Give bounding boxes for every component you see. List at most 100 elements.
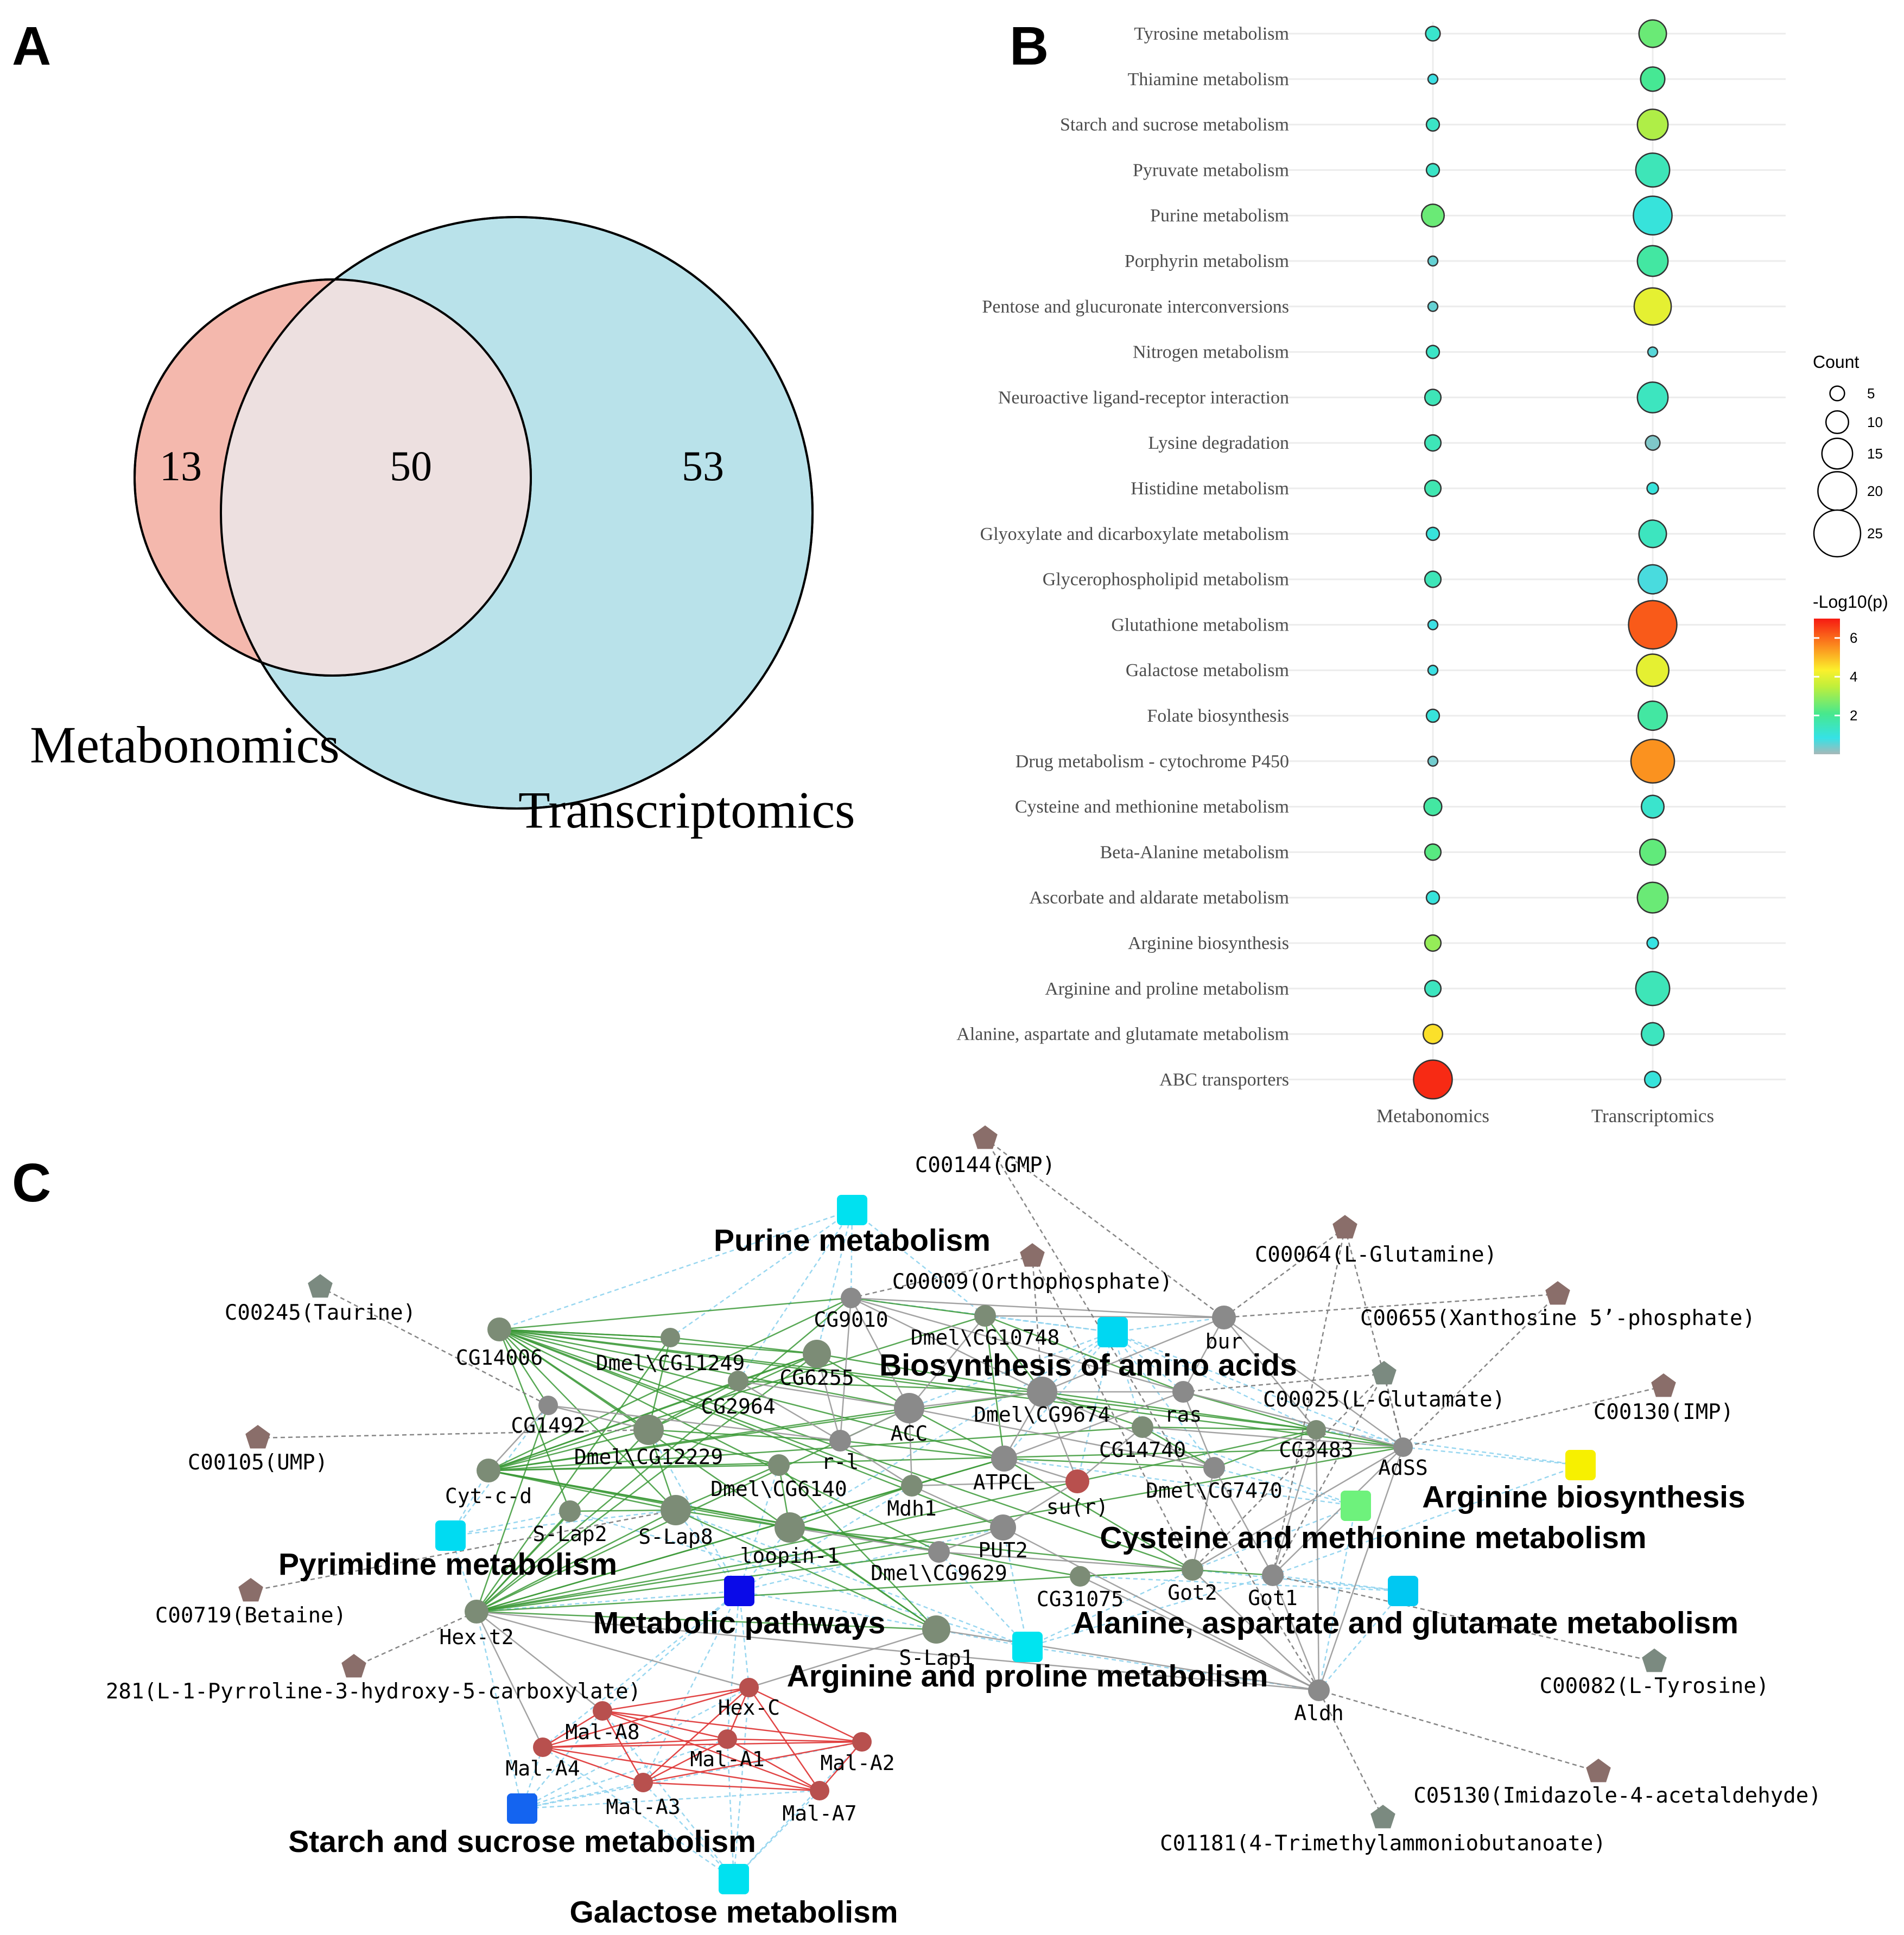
edge-gene-pathway [739,1590,937,1631]
edge-gene-gene [1002,1480,1078,1529]
pathway-label: Histidine metabolism [1131,479,1289,499]
size-legend-label: 5 [1867,385,1875,402]
edge-gene-pathway [1272,1574,1404,1592]
edge-gene-gene [542,1746,820,1792]
gene-node [728,1371,748,1391]
pathway-node-label: Alanine, aspartate and glutamate metabol… [1073,1606,1738,1640]
edge-gene-gene [851,1297,1043,1393]
edge-compound-gene [1223,1227,1346,1319]
edge-gene-pathway [522,1686,750,1810]
compound-node [1586,1759,1611,1783]
edge-gene-gene [1004,1457,1215,1469]
gene-node-label: Hex-t2 [439,1625,513,1649]
pathway-label: Lysine degradation [1148,433,1289,453]
gene-node-label: Dmel\CG12229 [574,1445,723,1469]
compound-node [1372,1361,1397,1385]
venn-count-only-metabonomics: 13 [160,442,202,489]
bubble-transcriptomics [1640,794,1665,819]
edge-gene-pathway [852,1210,986,1316]
edge-gene-gene [1080,1569,1193,1577]
edge-gene-pathway [1027,1574,1273,1648]
gene-node-label: Dmel\CG7470 [1146,1479,1283,1503]
gene-node [1065,1469,1089,1493]
gene-node [901,1475,923,1497]
bubble-metabonomics [1425,708,1440,723]
edge-gene-gene [1077,1427,1143,1482]
edge-compound-gene [1272,1227,1346,1576]
edge-gene-gene [675,1464,779,1511]
size-legend-circle [1821,437,1854,470]
gene-node [661,1495,691,1525]
edge-gene-pathway [738,1590,750,1688]
edge-gene-gene [1041,1391,1078,1482]
gene-node-label: r-l [822,1450,859,1474]
edge-gene-pathway [542,1746,734,1880]
edge-gene-gene [1182,1391,1215,1468]
venn-count-only-transcriptomics: 53 [682,442,724,489]
compound-node-label: C00719(Betaine) [155,1603,346,1628]
edge-gene-gene [499,1328,817,1355]
gene-node-label: loopin-1 [740,1544,839,1568]
panel-label-b: B [1010,16,1049,77]
edge-gene-gene [727,1738,862,1743]
compound-node-label: C00082(L-Tyrosine) [1540,1674,1769,1698]
gene-node-label: Dmel\CG6140 [710,1477,847,1501]
edge-gene-pathway [938,1551,1028,1647]
edge-gene-gene [789,1526,1193,1571]
edge-gene-gene [1192,1569,1273,1576]
pathway-label: Neuroactive ligand-receptor interaction [998,387,1289,408]
bubble-metabonomics [1425,345,1440,359]
network-nodes [238,1125,1676,1894]
pathway-label: Cysteine and methionine metabolism [1015,797,1289,817]
edge-gene-gene [475,1611,544,1748]
size-legend-label: 10 [1867,414,1883,430]
edge-gene-pathway [909,1331,1113,1409]
bubble-transcriptomics [1640,1022,1665,1046]
edge-gene-pathway [739,1527,790,1592]
bubble-metabonomics [1425,526,1440,541]
edge-gene-gene [643,1781,820,1792]
edge-gene-gene [1315,1429,1320,1691]
pathway-node [1097,1317,1128,1347]
edge-gene-gene [1223,1316,1404,1448]
edge-gene-pathway [1112,1316,1224,1333]
color-legend-label: 2 [1850,708,1857,724]
gene-node-label: AdSS [1378,1456,1428,1480]
edge-gene-pathway [522,1790,820,1810]
gene-node [739,1678,759,1697]
compound-node [245,1425,270,1449]
edge-gene-gene [475,1337,671,1612]
edge-compound-gene [1318,1689,1599,1773]
edge-gene-pathway [1002,1527,1029,1647]
bubble-transcriptomics [1638,701,1668,731]
edge-gene-gene [840,1440,912,1487]
edge-gene-gene [1042,1316,1224,1393]
edge-gene-gene [602,1710,862,1743]
venn-label-metabonomics: Metabonomics [30,716,340,774]
pathway-node-label: Biosynthesis of amino acids [879,1348,1297,1383]
edge-gene-gene [499,1328,912,1487]
edge-gene-gene [602,1686,750,1712]
gene-node [768,1454,790,1476]
bubble-transcriptomics [1640,66,1666,92]
size-legend-circle [1813,509,1862,558]
bubble-metabonomics [1427,755,1439,767]
edge-gene-gene [789,1526,940,1553]
pathway-node [1012,1632,1043,1662]
gene-node [803,1340,831,1368]
gene-node [1070,1566,1090,1587]
bubble-transcriptomics [1643,1071,1662,1089]
gene-node [465,1600,488,1624]
bubble-transcriptomics [1636,245,1669,277]
bubble-metabonomics [1427,619,1439,631]
size-legend-label: 15 [1867,445,1883,462]
edge-gene-gene [748,1628,937,1689]
edge-gene-gene [648,1337,671,1430]
edge-gene-pathway [602,1710,734,1880]
edge-gene-gene [602,1710,820,1792]
gene-node-label: CG1492 [511,1414,585,1437]
compound-node [1332,1215,1357,1239]
edge-gene-gene [476,1611,937,1631]
edge-gene-gene [476,1509,676,1613]
